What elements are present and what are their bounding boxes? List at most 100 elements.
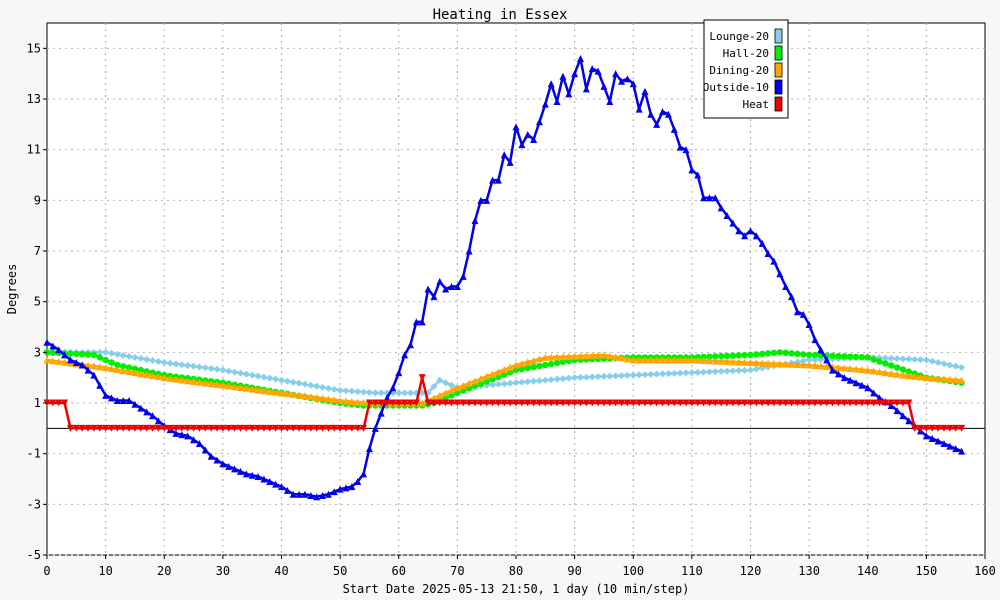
data-point-dining-20	[231, 383, 239, 391]
data-point-hall-20	[108, 359, 115, 366]
data-point-lounge-20	[190, 362, 198, 370]
data-point-hall-20	[96, 354, 103, 361]
data-point-outside-10	[676, 143, 684, 151]
legend-box	[703, 19, 789, 119]
data-point-lounge-20	[893, 355, 901, 363]
data-point-outside-10	[149, 412, 157, 420]
data-point-outside-10	[952, 445, 960, 453]
data-point-hall-20	[759, 350, 766, 358]
data-point-dining-20	[535, 355, 543, 363]
data-point-outside-10	[377, 409, 385, 417]
data-point-outside-10	[688, 166, 696, 174]
data-point-hall-20	[741, 351, 748, 359]
data-point-heat	[864, 399, 872, 407]
data-point-outside-10	[606, 98, 614, 106]
data-point-heat	[911, 424, 919, 432]
data-point-lounge-20	[131, 353, 139, 361]
data-point-dining-20	[647, 356, 655, 364]
data-point-outside-10	[576, 54, 584, 62]
data-point-heat	[395, 399, 403, 407]
legend-label: Outside-10	[703, 81, 769, 94]
data-point-heat	[436, 399, 444, 407]
data-point-dining-20	[858, 366, 866, 374]
data-point-lounge-20	[225, 367, 233, 375]
y-tick-label: 9	[34, 193, 41, 207]
data-point-dining-20	[565, 352, 573, 360]
data-point-dining-20	[588, 351, 596, 359]
data-point-outside-10	[741, 232, 749, 240]
data-point-dining-20	[524, 358, 532, 366]
y-tick-label: -3	[27, 497, 41, 511]
data-point-heat	[489, 399, 497, 407]
data-point-heat	[922, 424, 930, 432]
data-point-hall-20	[67, 350, 74, 357]
data-point-heat	[166, 424, 174, 432]
data-point-heat	[72, 424, 80, 432]
data-point-dining-20	[559, 353, 567, 361]
data-point-dining-20	[107, 365, 115, 373]
data-point-lounge-20	[166, 359, 174, 367]
data-point-dining-20	[125, 368, 133, 376]
y-axis-label: Degrees	[5, 264, 19, 315]
data-point-hall-20	[73, 350, 80, 358]
data-point-dining-20	[518, 359, 526, 367]
data-point-outside-10	[705, 194, 713, 202]
data-point-outside-10	[958, 447, 966, 455]
data-point-hall-20	[905, 368, 912, 375]
data-point-lounge-20	[629, 371, 637, 379]
data-point-dining-20	[700, 356, 708, 364]
data-point-dining-20	[360, 398, 368, 406]
data-point-dining-20	[500, 366, 508, 374]
data-point-dining-20	[213, 381, 221, 389]
data-point-dining-20	[600, 351, 608, 359]
data-point-heat	[113, 424, 121, 432]
x-tick-label: 160	[974, 564, 996, 578]
data-point-heat	[641, 399, 649, 407]
data-point-outside-10	[289, 490, 297, 498]
data-point-outside-10	[319, 491, 327, 499]
data-point-dining-20	[102, 364, 110, 372]
data-point-outside-10	[541, 100, 549, 108]
data-point-dining-20	[184, 377, 192, 385]
data-point-outside-10	[940, 440, 948, 448]
data-point-outside-10	[805, 320, 813, 328]
data-point-lounge-20	[113, 350, 121, 358]
data-point-heat	[401, 399, 409, 407]
data-point-heat	[330, 424, 338, 432]
data-point-heat	[465, 399, 473, 407]
x-tick-label: 40	[274, 564, 288, 578]
data-point-outside-10	[477, 196, 485, 204]
data-point-hall-20	[49, 349, 57, 356]
data-point-heat	[547, 399, 555, 407]
data-point-lounge-20	[149, 356, 157, 364]
data-point-dining-20	[612, 353, 620, 361]
data-point-outside-10	[354, 478, 362, 486]
data-point-outside-10	[899, 412, 907, 420]
data-point-dining-20	[442, 389, 450, 397]
data-point-lounge-20	[260, 373, 268, 381]
data-point-heat	[834, 399, 842, 407]
data-point-lounge-20	[524, 378, 532, 386]
data-point-heat	[670, 399, 678, 407]
data-point-heat	[559, 399, 567, 407]
data-point-heat	[184, 424, 192, 432]
data-point-outside-10	[834, 370, 842, 378]
data-point-dining-20	[576, 352, 584, 360]
data-point-outside-10	[934, 437, 942, 445]
data-point-dining-20	[336, 396, 344, 404]
legend-label: Dining-20	[709, 64, 769, 77]
x-tick-label: 70	[450, 564, 464, 578]
data-point-dining-20	[852, 365, 860, 373]
data-point-heat	[248, 424, 256, 432]
data-point-dining-20	[899, 371, 907, 379]
data-point-heat	[154, 424, 162, 432]
data-point-outside-10	[219, 460, 227, 468]
data-point-outside-10	[254, 472, 262, 480]
data-point-lounge-20	[659, 370, 667, 378]
data-point-lounge-20	[559, 375, 567, 383]
legend-swatch	[774, 28, 783, 44]
data-point-heat	[365, 399, 373, 407]
data-point-heat	[553, 399, 561, 407]
data-point-lounge-20	[494, 380, 502, 388]
data-point-hall-20	[729, 352, 737, 359]
